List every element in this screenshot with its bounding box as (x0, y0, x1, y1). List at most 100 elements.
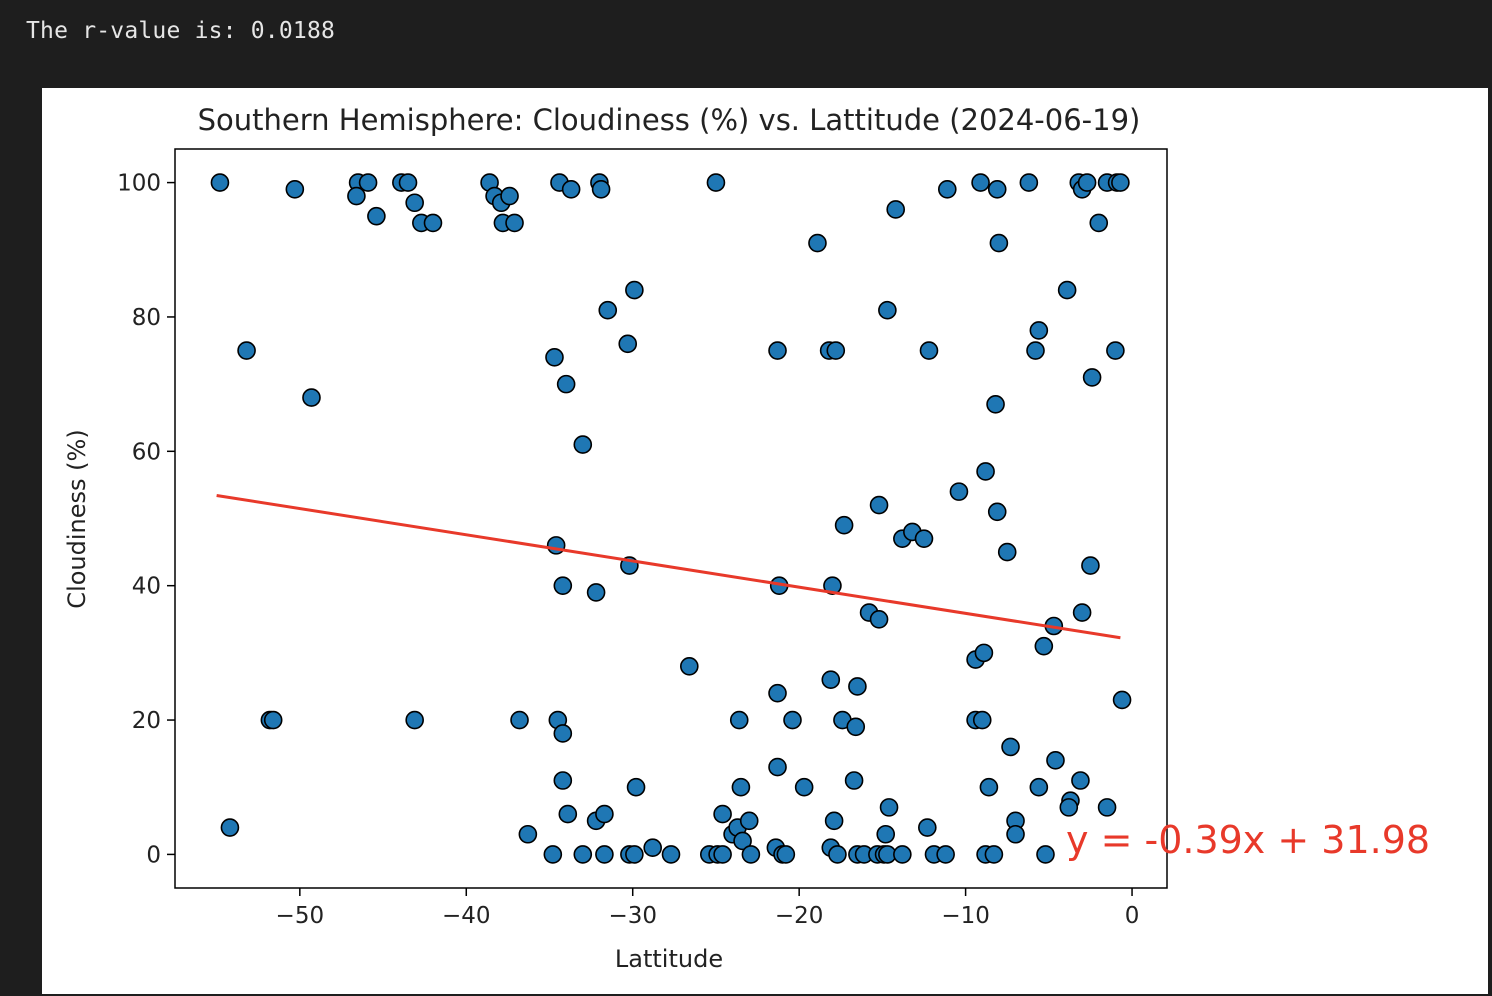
data-point (713, 845, 732, 864)
regression-layer (216, 493, 1121, 640)
data-point (846, 717, 866, 737)
data-points (210, 173, 1132, 864)
data-point (876, 824, 896, 844)
data-point (918, 818, 937, 837)
data-point (1071, 771, 1090, 790)
data-point (405, 710, 424, 730)
data-point (783, 710, 802, 730)
data-point (591, 180, 611, 199)
y-tick-label: 40 (132, 574, 161, 600)
data-point (869, 495, 889, 515)
data-point (347, 186, 366, 206)
data-point (986, 394, 1005, 414)
data-point (893, 845, 912, 864)
data-point (625, 280, 644, 300)
data-point (937, 180, 957, 199)
data-point (1089, 213, 1109, 233)
x-axis: −50 −40 −30 −20 −10 0 (276, 888, 1140, 929)
y-axis-label: Cloudiness (%) (63, 429, 91, 608)
data-point (979, 777, 999, 797)
data-point (595, 845, 614, 864)
data-point (1034, 636, 1054, 656)
data-point (997, 542, 1017, 562)
data-point (586, 583, 606, 602)
data-point (729, 710, 749, 730)
data-point (1081, 556, 1100, 575)
data-point (919, 341, 939, 360)
cell-output-text: The r-value is: 0.0188 (26, 18, 336, 44)
data-point (808, 233, 827, 253)
data-point (987, 180, 1007, 199)
data-point (768, 683, 787, 703)
data-point (1112, 690, 1132, 710)
data-point (878, 300, 897, 320)
data-point (1036, 845, 1055, 864)
data-point (625, 845, 644, 864)
data-point (595, 804, 614, 824)
x-tick-label: 0 (1125, 903, 1140, 929)
data-point (834, 515, 854, 535)
data-point (553, 771, 573, 790)
data-point (739, 811, 759, 831)
y-tick-label: 80 (132, 305, 161, 331)
data-point (987, 502, 1007, 522)
x-tick-label: −30 (608, 903, 657, 929)
scatter-chart: Southern Hemisphere: Cloudiness (%) vs. … (63, 103, 1430, 973)
data-point (914, 529, 934, 548)
data-point (821, 670, 841, 690)
x-axis-label: Lattitude (615, 945, 723, 973)
data-point (972, 710, 992, 730)
data-point (1111, 173, 1130, 192)
data-point (573, 845, 593, 864)
data-point (1001, 737, 1020, 757)
data-point (731, 777, 751, 797)
data-point (949, 482, 969, 501)
data-point (553, 724, 573, 743)
x-tick-label: −40 (442, 903, 491, 929)
data-point (398, 173, 418, 192)
x-tick-label: −20 (775, 903, 824, 929)
data-point (1077, 173, 1097, 192)
data-point (518, 824, 538, 844)
data-point (844, 771, 864, 790)
data-point (886, 200, 905, 219)
data-point (505, 213, 524, 233)
data-point (643, 838, 662, 857)
data-point (1006, 824, 1025, 844)
data-point (237, 341, 256, 360)
data-point (1097, 798, 1117, 817)
data-point (556, 374, 576, 394)
data-point (984, 845, 1004, 864)
data-point (828, 845, 847, 864)
data-point (879, 798, 899, 817)
data-point (1059, 798, 1079, 817)
data-point (974, 643, 994, 663)
data-point (768, 757, 787, 777)
data-point (706, 173, 726, 192)
data-point (869, 609, 889, 629)
data-point (553, 576, 573, 595)
y-tick-label: 0 (146, 842, 161, 868)
data-point (680, 656, 699, 676)
data-point (618, 334, 638, 354)
data-point (1082, 368, 1102, 387)
plot-frame (174, 148, 1168, 889)
data-point (989, 233, 1009, 253)
data-point (1057, 280, 1077, 300)
data-point (405, 193, 424, 213)
data-point (545, 347, 564, 367)
data-point (936, 845, 955, 864)
data-point (1046, 751, 1065, 770)
data-point (1072, 603, 1092, 622)
data-point (1029, 321, 1049, 340)
data-point (510, 710, 529, 730)
chart-title: Southern Hemisphere: Cloudiness (%) vs. … (198, 103, 1141, 137)
x-tick-label: −50 (276, 903, 325, 929)
data-point (220, 818, 240, 837)
y-tick-label: 100 (117, 171, 161, 197)
y-tick-label: 60 (132, 439, 161, 465)
data-point (794, 777, 814, 797)
data-point (543, 845, 563, 864)
regression-line (216, 493, 1121, 640)
data-point (1029, 777, 1049, 797)
